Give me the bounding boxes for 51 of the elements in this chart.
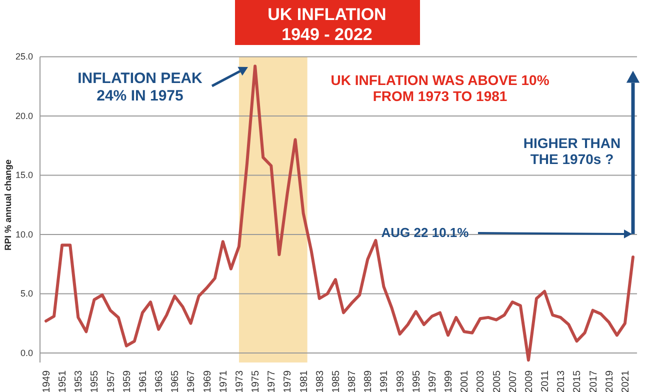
line-series <box>44 64 634 362</box>
x-tick-label: 2021 <box>620 370 632 392</box>
y-tick-label: 20.0 <box>15 110 33 121</box>
chart-subtitle: 1949 - 2022 <box>282 25 372 44</box>
x-tick-label: 1973 <box>234 370 246 392</box>
x-tick-label: 2001 <box>460 370 471 392</box>
annotation: UK INFLATION WAS ABOVE 10% FROM 1973 TO 1981 <box>330 72 550 104</box>
chart-title: UK INFLATION <box>268 5 386 24</box>
x-tick-label: 1969 <box>202 370 214 392</box>
x-tick-label: 1987 <box>347 370 358 392</box>
x-tick-label: 1951 <box>58 370 69 392</box>
x-tick-label: 2017 <box>588 370 600 392</box>
x-tick-label: 2005 <box>492 370 503 392</box>
x-tick-label: 2003 <box>476 370 487 392</box>
x-tick-label: 2015 <box>572 370 584 392</box>
y-tick-label: 25.0 <box>15 52 33 62</box>
x-tick-label: 1981 <box>298 370 310 392</box>
x-tick-label: 1963 <box>154 370 166 392</box>
x-tick-label: 1985 <box>330 370 342 392</box>
x-tick-label: 1989 <box>363 370 374 392</box>
y-tick-label: 0.0 <box>20 348 33 358</box>
x-tick-label: 1975 <box>250 370 262 392</box>
x-tick-label: 1967 <box>186 370 198 392</box>
y-tick-label: 5.0 <box>20 288 33 299</box>
x-tick-label: 2013 <box>556 370 568 392</box>
x-tick-label: 1991 <box>379 370 390 392</box>
x-tick-label: 1995 <box>411 370 422 392</box>
annotation: INFLATION PEAK 24% IN 1975 <box>78 70 203 104</box>
annotation: AUG 22 10.1% <box>381 225 470 240</box>
x-tick-label: 2007 <box>508 370 519 392</box>
x-tick-label: 1979 <box>282 370 294 392</box>
x-tick-label: 1961 <box>138 370 149 392</box>
x-tick-label: 1949 <box>42 370 52 392</box>
x-tick-label: 1993 <box>395 370 406 392</box>
x-tick-label: 2009 <box>524 370 535 392</box>
y-axis-title: RPI % annual change <box>3 159 13 251</box>
x-tick-label: 1953 <box>74 370 85 392</box>
annotation: HIGHER THAN THE 1970s ? <box>523 135 621 168</box>
x-tick-label: 1983 <box>314 370 326 392</box>
x-tick-label: 1999 <box>444 370 455 392</box>
x-tick-label: 1965 <box>170 370 182 392</box>
x-tick-label: 1959 <box>122 370 133 392</box>
x-tick-label: 2011 <box>540 370 552 392</box>
x-tick-label: 1977 <box>266 370 278 392</box>
y-tick-label: 15.0 <box>15 170 33 180</box>
x-tick-label: 2019 <box>604 370 616 392</box>
x-tick-label: 1971 <box>218 370 230 392</box>
x-tick-label: 1957 <box>106 370 117 392</box>
x-tick-label: 1997 <box>427 370 438 392</box>
y-tick-label: 10.0 <box>15 229 33 240</box>
x-tick-label: 1955 <box>90 370 101 392</box>
